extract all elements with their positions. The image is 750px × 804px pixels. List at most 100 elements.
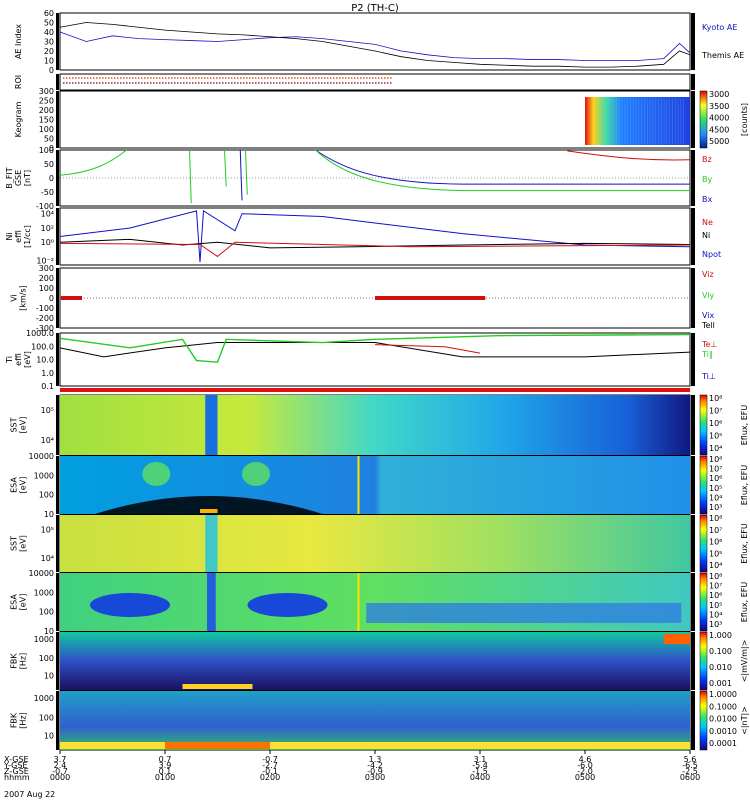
- sst1-colorbar: [700, 395, 707, 455]
- fbk2-cbtick: 1.0000: [709, 690, 737, 699]
- fbk1-ytick: 1000: [34, 635, 54, 644]
- bfield-by-spike: [225, 150, 227, 186]
- esa2-ytick: 100: [39, 608, 54, 617]
- esa2-boundary: [358, 573, 360, 631]
- sst2-colorbar: [700, 515, 707, 572]
- velocity-ytick: 200: [39, 274, 54, 283]
- sst1-ylabel: SST: [10, 417, 19, 432]
- density-ytick: 10⁴: [41, 210, 54, 219]
- keogram-ylabel-group: Keogram: [14, 101, 23, 137]
- ae-ytick: 20: [44, 47, 54, 56]
- sst2-left-band: [56, 515, 59, 572]
- fbk1-cbtick: 1.000: [709, 631, 732, 640]
- temperature-legend-2: Ti∥: [701, 350, 713, 359]
- esa1-left-band: [56, 456, 59, 514]
- esa2-ylabel: [eV]: [19, 594, 28, 611]
- roi-left-band: [56, 74, 59, 90]
- esa1-ylabel: ESA: [10, 477, 19, 493]
- density-ylabel: effi: [14, 230, 23, 243]
- sst2-ytick: 10⁵: [41, 525, 54, 534]
- temperature-legend-3: Ti⊥: [701, 372, 716, 381]
- temperature-legend-1: Te⊥: [701, 340, 717, 349]
- velocity-ytick: -200: [36, 314, 54, 323]
- density-ylabel-group: Ni effi [1/cc]: [5, 225, 32, 248]
- bfield-legend-1: By: [702, 175, 712, 184]
- temperature-ytick: 0.1: [41, 382, 54, 391]
- sst2-cbtick: 10⁸: [709, 514, 722, 523]
- temperature-ylabel: effi: [14, 353, 23, 366]
- keogram-edge-band: [691, 91, 695, 148]
- fbk1-hot-spot: [664, 634, 690, 644]
- density-npot: [60, 211, 690, 262]
- sst2-spectrogram: [60, 515, 690, 572]
- fbk1-ytick: 100: [39, 654, 54, 663]
- esa2-cbtick: 10⁴: [709, 610, 722, 619]
- bfield-legend-0: Bz: [702, 155, 712, 164]
- ae-ytick: 0: [49, 66, 54, 75]
- xaxis-tick-label: 0600: [680, 773, 700, 782]
- esa1-ytick: 10: [44, 510, 54, 519]
- bfield-ytick: -50: [41, 188, 54, 197]
- roi-ylabel-group: ROI: [14, 75, 23, 89]
- esa1-cbtick: 10³: [709, 503, 722, 512]
- keogram-ytick: 250: [39, 97, 54, 106]
- temperature-left-band: [56, 333, 59, 386]
- sst1-cbtick: 10⁶: [709, 419, 722, 428]
- time-axis-labels: X-GSEY-GSEZ-GSEhhmm3.72.4-0.700000.73.90…: [3, 750, 700, 782]
- ae-ytick: 10: [44, 57, 54, 66]
- sst1-edge-band: [691, 395, 695, 455]
- sst2-cbtick: 10⁵: [709, 549, 722, 558]
- bfield-by-spike: [190, 150, 192, 203]
- esa1-colorbar: [700, 456, 707, 514]
- esa2-cbtick: 10³: [709, 620, 722, 629]
- esa1-hot-spot: [200, 509, 218, 513]
- sst2-ylabel-group: SST [eV]: [10, 535, 28, 552]
- ae-frame: [60, 13, 690, 70]
- esa1-cbtick: 10⁶: [709, 474, 722, 483]
- temperature-ylabel-group: Ti effi [eV]: [5, 351, 32, 368]
- bfield-bx-decay: [316, 150, 691, 184]
- esa2-ytick: 1000: [34, 588, 54, 597]
- xaxis-tick-label: 0100: [155, 773, 175, 782]
- velocity-ytick: -100: [36, 304, 54, 313]
- density-ylabel: Ni: [5, 232, 14, 240]
- xaxis-tick-label: 0400: [470, 773, 490, 782]
- keogram-colorbar: [700, 91, 707, 148]
- keogram-ytick: 200: [39, 106, 54, 115]
- density-legend-1: Ni: [702, 231, 710, 240]
- fbk2-cbtick: 0.1000: [709, 702, 737, 711]
- bfield-bz: [568, 151, 691, 160]
- velocity-viz-segment: [375, 296, 485, 300]
- ae-edge-band: [691, 13, 695, 70]
- density-legend-0: Ne: [702, 218, 713, 227]
- xaxis-tick-label: 0300: [365, 773, 385, 782]
- sst1-cbtick: 10⁴: [709, 444, 722, 453]
- bfield-edge-band: [691, 150, 695, 206]
- velocity-left-band: [56, 268, 59, 328]
- esa2-edge-band: [691, 573, 695, 631]
- bfield-ytick: 100: [39, 146, 54, 155]
- velocity-legend-1: Viy: [702, 291, 715, 300]
- temperature-frame: [60, 333, 690, 386]
- fbk2-colorbar: [700, 691, 707, 750]
- ae-ylabel: AE Index: [14, 24, 23, 59]
- esa1-ylabel: [eV]: [19, 477, 28, 494]
- ae-series-0: [60, 32, 690, 61]
- xaxis-tick-label: 0500: [575, 773, 595, 782]
- fbk1-cblabel-group: <|mV/m|>: [740, 640, 749, 683]
- esa1-blob: [242, 462, 270, 486]
- density-edge-band: [691, 208, 695, 265]
- fbk1-cblabel: <|mV/m|>: [740, 640, 749, 683]
- fbk1-colorbar: [700, 632, 707, 690]
- bfield-bx-spike: [240, 150, 242, 200]
- temperature-legend-0: Tell: [701, 321, 715, 330]
- temperature-edge-band: [691, 333, 695, 386]
- bfield-ytick: 50: [44, 160, 54, 169]
- density-legend-2: Npot: [702, 250, 721, 259]
- temperature-ytick: 100.0: [31, 342, 54, 351]
- esa2-cbtick: 10⁸: [709, 572, 722, 581]
- esa1-cbtick: 10⁴: [709, 493, 722, 502]
- bfield-ytick: 0: [49, 174, 54, 183]
- ae-ytick: 60: [44, 9, 54, 18]
